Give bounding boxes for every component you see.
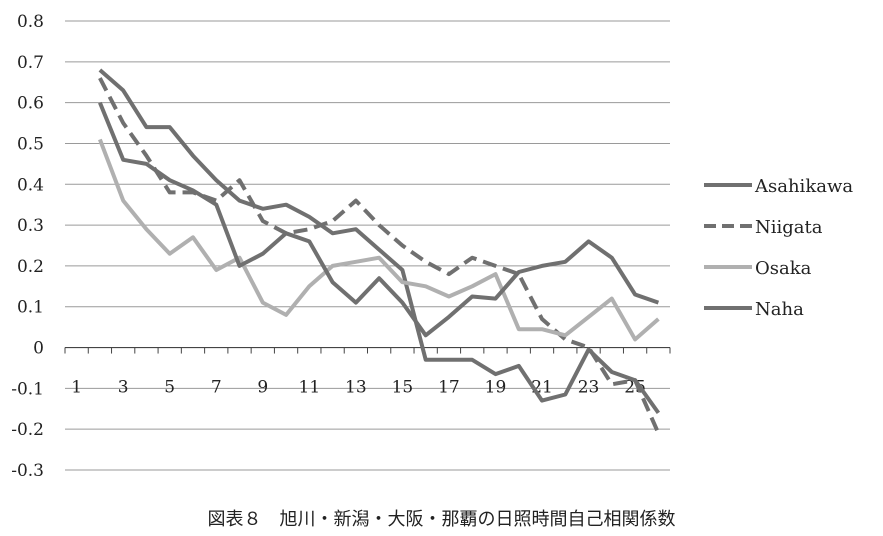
y-tick-label: 0.5 <box>17 134 44 154</box>
series-line-osaka <box>98 138 660 342</box>
y-tick-label: 0.6 <box>17 94 44 114</box>
x-tick-label: 23 <box>578 378 600 398</box>
y-tick-label: 0.1 <box>17 298 44 318</box>
y-tick-label: 0.3 <box>17 216 44 236</box>
series-line-asahikawa <box>98 68 661 415</box>
y-axis-tick-labels: 0.8 0.7 0.6 0.5 0.4 0.3 0.2 0.1 0 -0.1 -0.2 -0.3 <box>11 12 44 481</box>
figure-caption: 図表８ 旭川・新潟・大阪・那覇の日照時間自己相関係数 <box>207 509 676 530</box>
legend-label-niigata: Niigata <box>755 217 823 238</box>
y-tick-label: 0.4 <box>17 175 44 195</box>
x-tick-label: 19 <box>485 378 507 398</box>
x-axis: 1 3 5 7 9 11 13 15 17 19 21 23 25 <box>64 346 671 398</box>
series-lines <box>98 68 661 435</box>
y-tick-label: -0.3 <box>11 461 44 481</box>
legend: Asahikawa Niigata Osaka Naha <box>704 176 853 320</box>
y-tick-label: -0.1 <box>11 379 44 399</box>
x-tick-label: 11 <box>299 378 321 398</box>
legend-label-asahikawa: Asahikawa <box>754 176 853 197</box>
x-tick-label: 9 <box>257 378 268 398</box>
x-tick-label: 25 <box>624 378 646 398</box>
legend-label-naha: Naha <box>755 299 804 320</box>
x-tick-label: 15 <box>392 378 414 398</box>
series-line-naha <box>98 101 660 338</box>
gridlines <box>65 20 670 471</box>
y-tick-label: 0.8 <box>17 12 44 32</box>
x-tick-label: 3 <box>118 378 129 398</box>
x-tick-label: 1 <box>71 378 82 398</box>
x-tick-label: 13 <box>345 378 367 398</box>
y-tick-label: 0.2 <box>17 257 44 277</box>
x-tick-label: 7 <box>211 378 222 398</box>
y-tick-label: -0.2 <box>11 420 44 440</box>
y-tick-label: 0.7 <box>17 53 44 73</box>
legend-label-osaka: Osaka <box>755 258 812 279</box>
x-tick-label: 17 <box>438 378 460 398</box>
y-tick-label: 0 <box>33 339 44 359</box>
x-tick-label: 5 <box>164 378 175 398</box>
